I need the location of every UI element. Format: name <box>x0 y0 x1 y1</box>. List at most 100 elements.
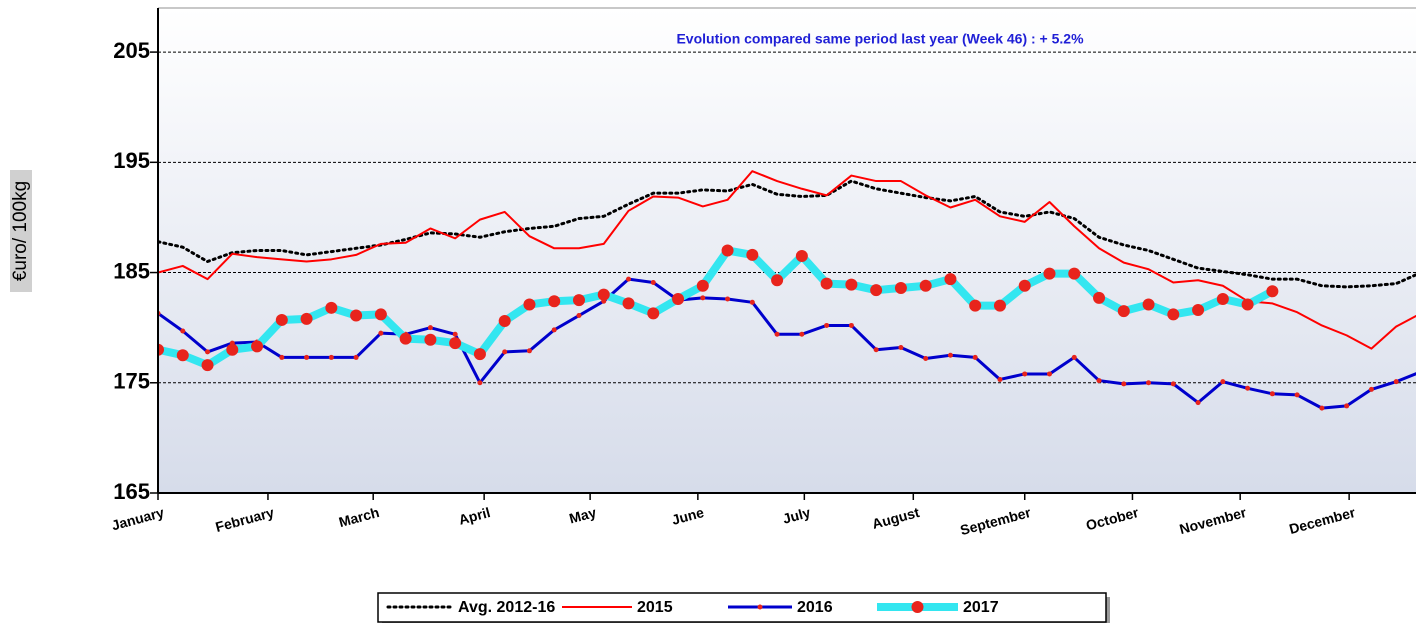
series-marker <box>1121 381 1127 387</box>
series-marker <box>997 376 1003 382</box>
x-tick-label: February <box>214 504 276 535</box>
series-marker <box>919 279 932 292</box>
series-line <box>158 277 1416 410</box>
series-marker <box>551 327 557 333</box>
series-marker <box>774 331 780 337</box>
series-marker <box>1068 267 1081 280</box>
series-marker <box>1269 391 1275 397</box>
y-tick-label: 185 <box>113 258 150 283</box>
series-marker <box>749 299 755 305</box>
series-marker <box>424 333 437 346</box>
legend-label: 2017 <box>963 599 999 616</box>
x-tick-label: December <box>1287 504 1357 537</box>
series-marker <box>523 298 536 311</box>
series-marker <box>1192 304 1205 317</box>
series-marker <box>328 354 334 360</box>
legend-label: 2015 <box>637 599 673 616</box>
series-marker <box>452 331 458 337</box>
x-tick-label: March <box>337 504 381 530</box>
series-marker <box>1216 293 1229 305</box>
series-marker <box>350 309 363 322</box>
series-marker <box>374 308 387 321</box>
y-tick-label: 205 <box>113 38 150 63</box>
series-marker <box>1146 380 1152 386</box>
series-marker <box>700 295 706 301</box>
y-label-box <box>10 170 32 292</box>
series-marker <box>972 354 978 360</box>
series-marker <box>848 322 854 328</box>
x-tick-label: July <box>781 504 812 527</box>
legend: Avg. 2012-16 2015 2016 2017 <box>386 599 999 616</box>
series-marker <box>548 295 561 308</box>
series-marker <box>477 380 483 386</box>
legend-label: 2016 <box>797 599 833 616</box>
series-marker <box>993 299 1006 312</box>
series-marker <box>746 248 759 261</box>
series-marker <box>622 297 635 310</box>
axes: 165 175 185 195 205 January February March April… <box>110 8 1416 538</box>
series-marker <box>325 301 338 314</box>
series-marker <box>870 284 883 297</box>
series-marker <box>201 359 214 372</box>
series-marker <box>898 345 904 350</box>
series-marker <box>1167 308 1180 321</box>
series-marker <box>1096 378 1102 384</box>
series-marker <box>1245 385 1251 391</box>
series-marker <box>226 343 239 356</box>
series-marker <box>1071 354 1077 360</box>
series-marker <box>725 296 731 302</box>
series-marker <box>894 281 907 294</box>
series-marker <box>1093 291 1106 304</box>
series-marker <box>498 315 511 328</box>
x-tick-label: October <box>1084 504 1141 533</box>
series-marker <box>205 349 211 355</box>
y-axis-label: €uro/ 100kg <box>10 181 31 281</box>
x-tick-label: November <box>1178 504 1249 537</box>
series-marker <box>399 332 412 345</box>
series-marker <box>696 279 709 292</box>
plot-background <box>158 8 1416 493</box>
y-tick-label: 165 <box>113 479 150 504</box>
series-marker <box>672 293 685 305</box>
series-marker <box>947 352 953 358</box>
series-line <box>158 179 1416 289</box>
series-marker <box>944 273 957 286</box>
series-marker <box>626 276 632 282</box>
series-marker <box>378 330 384 336</box>
series-marker <box>1117 305 1130 318</box>
y-tick-label: 195 <box>113 148 150 173</box>
annotation: Evolution compared same period last year… <box>676 31 1084 47</box>
series-marker <box>799 331 805 337</box>
series-line <box>158 246 1275 370</box>
series-marker <box>473 348 486 361</box>
series-marker <box>1319 405 1325 411</box>
series-marker <box>1220 379 1226 385</box>
y-tick-label: 175 <box>113 369 150 394</box>
series-marker <box>1170 381 1176 387</box>
series-marker <box>1266 285 1279 298</box>
series-marker <box>597 288 610 301</box>
series-marker <box>304 354 310 360</box>
series-marker <box>1241 298 1254 311</box>
series-marker <box>1043 267 1056 280</box>
legend-marker <box>911 601 924 613</box>
series-marker <box>158 343 164 356</box>
series-marker <box>180 328 186 334</box>
series-marker <box>1195 400 1201 406</box>
series-marker <box>449 337 462 350</box>
x-tick-label: September <box>958 504 1033 538</box>
series-marker <box>1142 298 1155 311</box>
series-marker <box>1046 371 1052 377</box>
series-marker <box>427 325 433 331</box>
x-tick-label: January <box>110 504 166 533</box>
series-marker <box>969 299 982 312</box>
series-marker <box>923 356 929 362</box>
series-marker <box>1018 279 1031 292</box>
series-marker <box>279 354 285 360</box>
series-marker <box>275 313 288 326</box>
x-tick-label: May <box>567 504 598 527</box>
series-marker <box>576 313 582 319</box>
x-tick-label: June <box>670 504 706 528</box>
series-marker <box>353 354 359 360</box>
